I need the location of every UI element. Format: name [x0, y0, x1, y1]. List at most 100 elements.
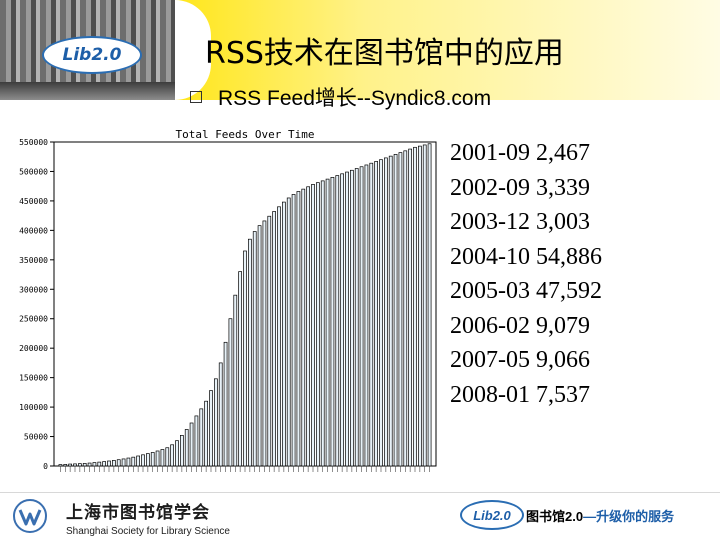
bar	[277, 206, 281, 467]
bar	[194, 415, 199, 467]
society-name-en: Shanghai Society for Library Science	[66, 526, 230, 537]
stat-row: 2001-09 2,467	[450, 136, 602, 171]
bar	[282, 201, 286, 467]
stat-period: 2008-01	[450, 381, 536, 408]
stat-row: 2003-12 3,003	[450, 205, 602, 240]
stat-value: 3,003	[536, 209, 590, 235]
bar	[330, 176, 335, 467]
bar	[325, 178, 330, 467]
stat-period: 2002-09	[450, 174, 536, 201]
slogan-part-a: 图书馆2.0	[526, 509, 584, 524]
bar	[131, 456, 136, 467]
bar	[248, 238, 252, 467]
lib2-logo: Lib2.0	[42, 36, 142, 74]
bar	[63, 464, 68, 467]
square-bullet-icon	[190, 91, 202, 103]
bar	[97, 461, 102, 467]
bar	[369, 162, 374, 467]
stat-row: 2004-10 54,886	[450, 240, 602, 275]
bar	[403, 150, 408, 467]
subtitle-row: RSS Feed增长--Syndic8.com	[190, 82, 491, 112]
bar	[262, 220, 267, 467]
stat-period: 2007-05	[450, 347, 536, 373]
bar	[175, 440, 179, 467]
bar	[418, 145, 422, 467]
bar	[320, 180, 325, 467]
bar	[68, 463, 72, 467]
stat-period: 2003-12	[450, 209, 536, 235]
slide-title: RSS技术在图书馆中的应用	[205, 36, 564, 71]
bar	[155, 450, 160, 467]
bar	[78, 463, 82, 467]
y-tick-label: 400000	[19, 226, 48, 235]
bar	[218, 362, 223, 467]
bar	[413, 146, 417, 467]
bar	[223, 341, 228, 467]
y-tick-label: 450000	[19, 197, 48, 206]
bar	[301, 188, 306, 467]
bar	[121, 458, 126, 467]
title-bar	[175, 0, 720, 100]
y-tick-label: 200000	[19, 344, 48, 353]
stat-value: 2,467	[536, 140, 590, 166]
y-tick-label: 550000	[19, 138, 48, 147]
footer-lib2-logo: Lib2.0	[460, 500, 524, 530]
bar	[384, 157, 388, 467]
stat-value: 9,079	[536, 312, 590, 339]
bar	[422, 144, 427, 467]
stat-row: 2002-09 3,339	[450, 171, 602, 206]
bar	[126, 457, 131, 467]
bar	[350, 169, 354, 467]
feeds-chart: Total Feeds Over Time 0 50000 100000 150000 2…	[10, 126, 440, 489]
bar	[228, 318, 233, 467]
slogan-part-b: —升级你的服务	[583, 509, 675, 524]
stat-period: 2006-02	[450, 312, 536, 339]
footer-slogan: 图书馆2.0—升级你的服务	[526, 506, 674, 525]
bar	[408, 148, 412, 467]
stat-value: 54,886	[536, 243, 602, 270]
bar	[393, 154, 398, 467]
bar	[306, 186, 310, 467]
footer-lib2-logo-text: Lib2.0	[473, 507, 511, 523]
bar	[92, 462, 97, 467]
bar	[243, 250, 247, 467]
bar	[296, 191, 301, 467]
bar	[214, 378, 218, 467]
chart-title: Total Feeds Over Time	[175, 128, 314, 141]
y-tick-label: 350000	[19, 256, 48, 265]
bar	[398, 152, 403, 467]
bar	[58, 464, 63, 467]
header-banner: Lib2.0 RSS技术在图书馆中的应用 RSS Feed增长--Syndic8…	[0, 0, 720, 110]
bar	[87, 462, 92, 467]
bar	[102, 461, 106, 467]
bar	[257, 225, 262, 467]
stat-period: 2004-10	[450, 243, 536, 270]
chart-canvas: Total Feeds Over Time 0 50000 100000 150000 2…	[19, 128, 437, 472]
bar	[233, 294, 238, 467]
stats-list: 2001-09 2,467 2002-09 3,339 2003-12 3,003 2…	[450, 136, 602, 412]
bar	[316, 182, 320, 467]
bar	[238, 271, 242, 467]
bar	[335, 175, 340, 467]
stat-period: 2005-03	[450, 278, 536, 304]
y-tick-label: 300000	[19, 285, 48, 294]
society-emblem-icon	[13, 499, 47, 533]
bar	[189, 422, 194, 467]
bar	[180, 435, 184, 467]
bar	[379, 159, 383, 467]
bar	[291, 194, 296, 467]
y-tick-label: 250000	[19, 315, 48, 324]
bookshelf-image	[0, 0, 175, 100]
stat-row: 2008-01 7,537	[450, 378, 602, 413]
bar	[165, 447, 170, 467]
y-tick-label: 50000	[24, 433, 48, 442]
stat-row: 2005-03 47,592	[450, 274, 602, 309]
bar	[272, 211, 276, 467]
bar	[107, 460, 111, 467]
bar	[209, 390, 213, 467]
stat-value: 47,592	[536, 278, 602, 304]
bar	[252, 231, 257, 467]
bar	[340, 173, 344, 467]
bar	[150, 452, 155, 467]
bar	[204, 400, 208, 467]
